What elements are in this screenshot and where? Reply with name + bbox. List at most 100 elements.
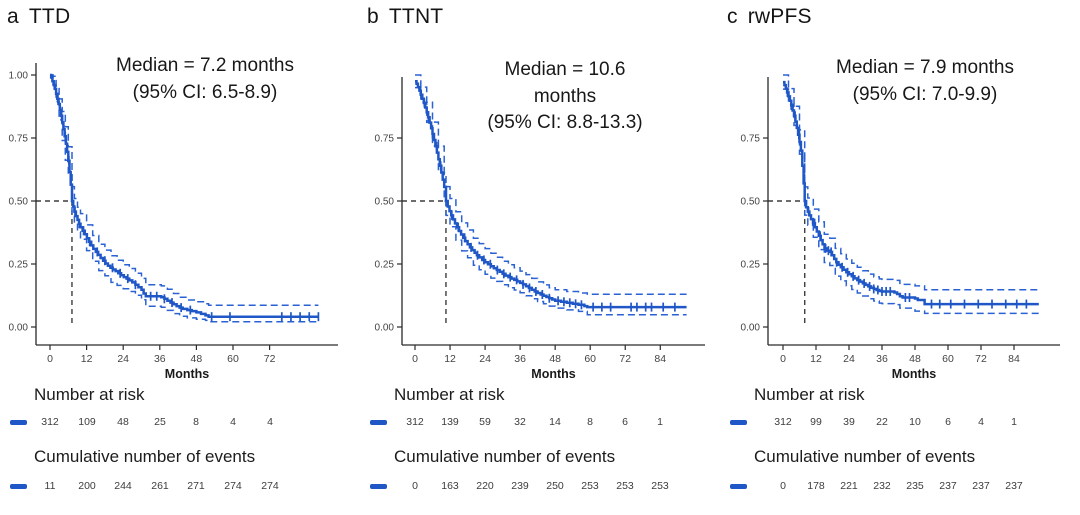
x-tick-label: 84	[1008, 353, 1020, 365]
group-legend-dash-icon	[370, 420, 387, 425]
count-value: 99	[810, 416, 822, 428]
annotation-line: Median = 10.6	[504, 59, 626, 80]
annotation-line: months	[533, 85, 597, 107]
count-value: 163	[441, 480, 459, 492]
km-curve	[415, 80, 687, 309]
ci-lower-curve	[783, 88, 1039, 315]
x-axis-title: Months	[892, 367, 936, 381]
x-tick-label: 72	[975, 353, 987, 365]
panel-ttd: a TTD 1.00 0.75 0.50 0.25 0.00 0 12 24 36 48 60 72 Mo…	[0, 0, 360, 512]
x-tick-label: 48	[909, 353, 921, 365]
cumulative-events-title: Cumulative number of events	[34, 447, 256, 466]
count-value: 10	[909, 416, 921, 428]
x-tick-label: 72	[619, 353, 631, 365]
count-value: 22	[876, 416, 888, 428]
x-tick-label: 60	[942, 353, 954, 365]
y-tick-label: 0.00	[375, 323, 395, 334]
x-tick-label: 60	[584, 353, 596, 365]
count-value: 237	[972, 480, 990, 492]
group-legend-dash-icon	[730, 484, 747, 489]
annotation-line: Median = 7.9 months	[836, 57, 1014, 78]
panel-letter: c	[727, 5, 738, 28]
count-value: 274	[224, 480, 242, 492]
count-value: 250	[546, 480, 564, 492]
count-value: 220	[476, 480, 494, 492]
count-value: 221	[840, 480, 858, 492]
count-value: 25	[154, 416, 166, 428]
number-at-risk-title: Number at risk	[34, 385, 145, 404]
ci-upper-curve	[50, 74, 319, 307]
x-tick-label: 24	[843, 353, 855, 365]
number-at-risk-row: 312 109 48 25 8 4 4	[0, 416, 360, 430]
count-value: 237	[939, 480, 957, 492]
ci-lower-curve	[50, 74, 319, 323]
y-tick-label: 0.75	[375, 134, 395, 145]
x-tick-label: 24	[479, 353, 491, 365]
panel-letter: b	[367, 5, 379, 28]
km-chart-svg: 1.00 0.75 0.50 0.25 0.00 0 12 24 36 48 60 72 Months	[9, 63, 338, 381]
count-value: 253	[581, 480, 599, 492]
km-chart-svg: 0.75 0.50 0.25 0.00 0 12 24 36 48 60 72 84 Months	[375, 74, 705, 381]
count-value: 200	[78, 480, 96, 492]
panel-endpoint-label: TTD	[28, 5, 71, 28]
y-tick-label: 1.00	[9, 71, 29, 82]
group-legend-dash-icon	[10, 484, 27, 489]
count-value: 237	[1005, 480, 1023, 492]
number-at-risk-row: 312 139 59 32 14 8 6 1	[360, 416, 720, 430]
x-tick-label: 72	[264, 353, 276, 365]
count-value: 32	[514, 416, 526, 428]
count-value: 1	[657, 416, 663, 428]
x-tick-label: 12	[81, 353, 93, 365]
risk-tables: Number at risk 312 139 59 32 14 8 6 1 Cumulativ…	[360, 383, 720, 515]
panel-letter: a	[7, 5, 19, 28]
count-value: 6	[622, 416, 628, 428]
count-value: 59	[479, 416, 491, 428]
x-tick-label: 36	[154, 353, 166, 365]
count-value: 239	[511, 480, 529, 492]
number-at-risk-title: Number at risk	[394, 385, 505, 404]
y-tick-label: 0.50	[741, 197, 761, 208]
count-value: 232	[873, 480, 891, 492]
count-value: 253	[651, 480, 669, 492]
count-value: 39	[843, 416, 855, 428]
x-axis-title: Months	[531, 367, 575, 381]
x-tick-label: 0	[47, 353, 53, 365]
count-value: 261	[151, 480, 169, 492]
x-tick-label: 12	[444, 353, 456, 365]
x-tick-label: 84	[654, 353, 666, 365]
panel-title: a TTD	[0, 0, 360, 31]
count-value: 4	[978, 416, 984, 428]
km-curve	[783, 80, 1039, 306]
count-value: 8	[193, 416, 199, 428]
count-value: 109	[78, 416, 96, 428]
median-annotation: Median = 10.6 months (95% CI: 8.8-13.3)	[412, 57, 718, 137]
count-value: 4	[230, 416, 236, 428]
km-plot-area: 0.75 0.50 0.25 0.00 0 12 24 36 48 60 72 84 Months Me…	[720, 31, 1080, 383]
count-value: 312	[774, 416, 792, 428]
y-tick-label: 0.50	[375, 197, 395, 208]
count-value: 271	[187, 480, 205, 492]
group-legend-dash-icon	[10, 420, 27, 425]
count-value: 4	[267, 416, 273, 428]
annotation-line: Median = 7.2 months	[116, 55, 294, 76]
y-tick-label: 0.25	[375, 260, 395, 271]
y-tick-label: 0.75	[9, 134, 29, 145]
panel-title: b TTNT	[360, 0, 720, 31]
annotation-line: (95% CI: 6.5-8.9)	[132, 81, 278, 103]
cumulative-events-row: 0 178 221 232 235 237 237 237	[720, 480, 1080, 494]
x-tick-label: 36	[514, 353, 526, 365]
group-legend-dash-icon	[730, 420, 747, 425]
risk-tables: Number at risk 312 109 48 25 8 4 4 Cumulative …	[0, 383, 360, 515]
cumulative-events-title: Cumulative number of events	[754, 447, 976, 466]
y-tick-label: 0.25	[741, 260, 761, 271]
count-value: 1	[1011, 416, 1017, 428]
y-tick-label: 0.00	[9, 323, 29, 334]
risk-tables: Number at risk 312 99 39 22 10 6 4 1 Cumulative…	[720, 383, 1080, 515]
x-tick-label: 48	[191, 353, 203, 365]
count-value: 253	[616, 480, 634, 492]
count-value: 48	[117, 416, 129, 428]
y-tick-label: 0.50	[9, 197, 29, 208]
count-value: 6	[945, 416, 951, 428]
panel-title: c rwPFS	[720, 0, 1080, 31]
